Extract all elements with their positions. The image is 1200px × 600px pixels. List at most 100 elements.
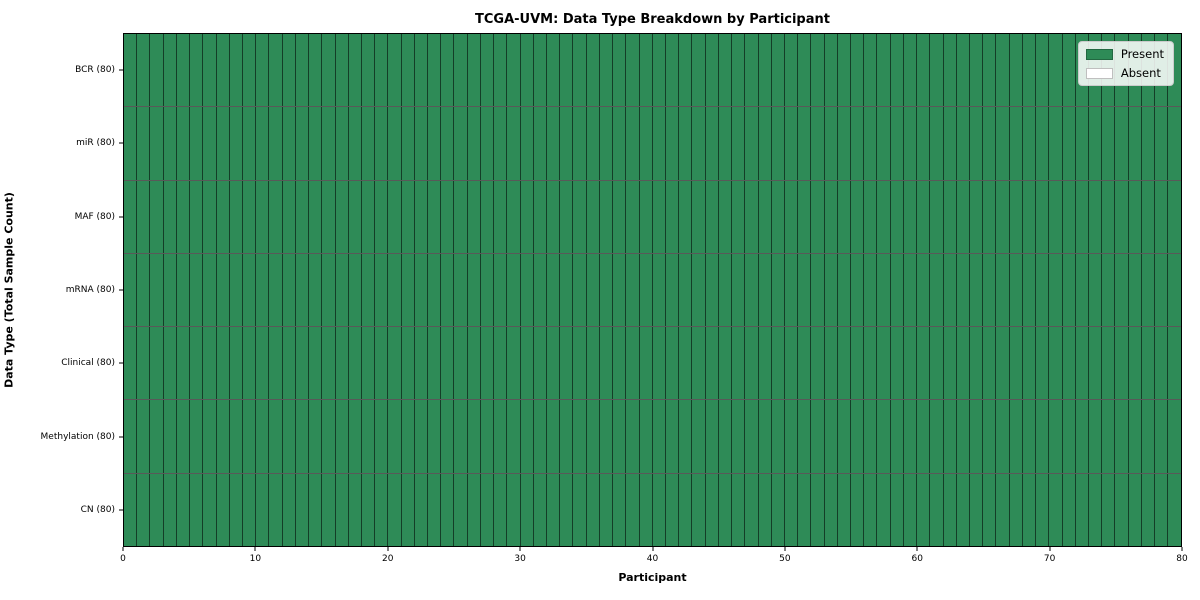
heatmap-cell: [1155, 400, 1169, 473]
heatmap-cell: [798, 107, 812, 180]
heatmap-cell: [732, 180, 746, 253]
heatmap-cell: [1049, 34, 1063, 107]
heatmap-cell: [242, 473, 257, 546]
heatmap-cell: [1141, 473, 1156, 546]
heatmap-cell: [824, 253, 838, 327]
heatmap-cell: [150, 473, 164, 546]
y-tick-label: CN (80): [80, 505, 115, 516]
heatmap-cell: [322, 107, 336, 180]
y-tick-label: BCR (80): [75, 64, 115, 75]
heatmap-cell: [758, 253, 772, 327]
heatmap-cell: [1036, 34, 1050, 107]
heatmap-cell: [877, 180, 891, 253]
heatmap-cell: [507, 34, 521, 107]
heatmap-cell: [467, 473, 481, 546]
heatmap-cell: [163, 180, 177, 253]
heatmap-cell: [547, 400, 561, 473]
heatmap-cell: [652, 327, 666, 400]
heatmap-cell: [771, 34, 785, 107]
heatmap-cell: [983, 34, 997, 107]
heatmap-cell: [890, 34, 904, 107]
heatmap-cell: [520, 253, 534, 327]
x-tick-mark: [1049, 547, 1051, 551]
heatmap-cell: [520, 400, 534, 473]
heatmap-cell: [705, 400, 719, 473]
heatmap-cell: [190, 107, 204, 180]
heatmap-cell: [851, 107, 865, 180]
heatmap-cell: [1102, 473, 1116, 546]
x-tick-mark: [916, 547, 918, 551]
heatmap-cell: [124, 473, 138, 546]
heatmap-cell: [295, 107, 310, 180]
heatmap-cell: [348, 107, 362, 180]
heatmap-cell: [811, 253, 825, 327]
heatmap-cell: [665, 473, 680, 546]
heatmap-cell: [216, 107, 230, 180]
heatmap-cell: [507, 107, 521, 180]
heatmap-cell: [441, 400, 455, 473]
heatmap-cell: [930, 400, 944, 473]
heatmap-cell: [983, 400, 997, 473]
heatmap-cell: [1155, 327, 1169, 400]
heatmap-cell: [1075, 253, 1089, 327]
heatmap-cell: [150, 327, 164, 400]
heatmap-cell: [679, 34, 693, 107]
heatmap-cell: [256, 327, 270, 400]
heatmap-cell: [124, 34, 138, 107]
heatmap-cell: [665, 107, 680, 180]
heatmap-cell: [1115, 473, 1129, 546]
heatmap-cell: [705, 180, 719, 253]
heatmap-cell: [626, 253, 640, 327]
heatmap-cell: [560, 34, 574, 107]
heatmap-cell: [626, 473, 640, 546]
heatmap-cell: [837, 180, 852, 253]
heatmap-cell: [970, 180, 984, 253]
heatmap-cell: [375, 180, 389, 253]
x-tick-label: 0: [120, 554, 126, 564]
heatmap-cell: [282, 473, 296, 546]
heatmap-cell: [758, 34, 772, 107]
heatmap-cell: [771, 473, 785, 546]
heatmap-cell: [877, 400, 891, 473]
heatmap-cell: [454, 34, 468, 107]
heatmap-cell: [692, 400, 706, 473]
heatmap-cell: [388, 180, 402, 253]
heatmap-cell: [295, 327, 310, 400]
heatmap-cell: [851, 400, 865, 473]
heatmap-cell: [1102, 400, 1116, 473]
heatmap-cell: [216, 400, 230, 473]
heatmap-cell: [1022, 180, 1037, 253]
heatmap-cell: [547, 253, 561, 327]
heatmap-cell: [507, 327, 521, 400]
heatmap-cell: [533, 107, 547, 180]
heatmap-cell: [784, 107, 799, 180]
heatmap-cell: [639, 107, 653, 180]
heatmap-cell: [718, 400, 733, 473]
heatmap-cell: [784, 253, 799, 327]
heatmap-cell: [679, 253, 693, 327]
heatmap-cell: [586, 400, 600, 473]
chart-title: TCGA-UVM: Data Type Breakdown by Partici…: [475, 12, 830, 27]
y-tick-label: MAF (80): [74, 211, 115, 222]
heatmap-cell: [811, 400, 825, 473]
heatmap-cell: [414, 400, 429, 473]
heatmap-cell: [718, 253, 733, 327]
y-tick-labels: BCR (80) miR (80) MAF (80) mRNA (80) Clinica…: [0, 33, 115, 547]
heatmap-cell: [256, 473, 270, 546]
heatmap-cell: [242, 253, 257, 327]
y-tick-label: Clinical (80): [61, 358, 115, 369]
heatmap-cell: [1049, 180, 1063, 253]
heatmap-cell: [890, 180, 904, 253]
heatmap-cell: [322, 180, 336, 253]
heatmap-cell: [692, 327, 706, 400]
heatmap-cell: [692, 473, 706, 546]
heatmap-cell: [1036, 253, 1050, 327]
heatmap-cell: [824, 473, 838, 546]
heatmap-cell: [745, 107, 759, 180]
heatmap-cell: [864, 473, 878, 546]
heatmap-cell: [414, 34, 429, 107]
heatmap-cell: [877, 107, 891, 180]
heatmap-cell: [798, 473, 812, 546]
heatmap-cell: [758, 400, 772, 473]
heatmap-cell: [837, 34, 852, 107]
